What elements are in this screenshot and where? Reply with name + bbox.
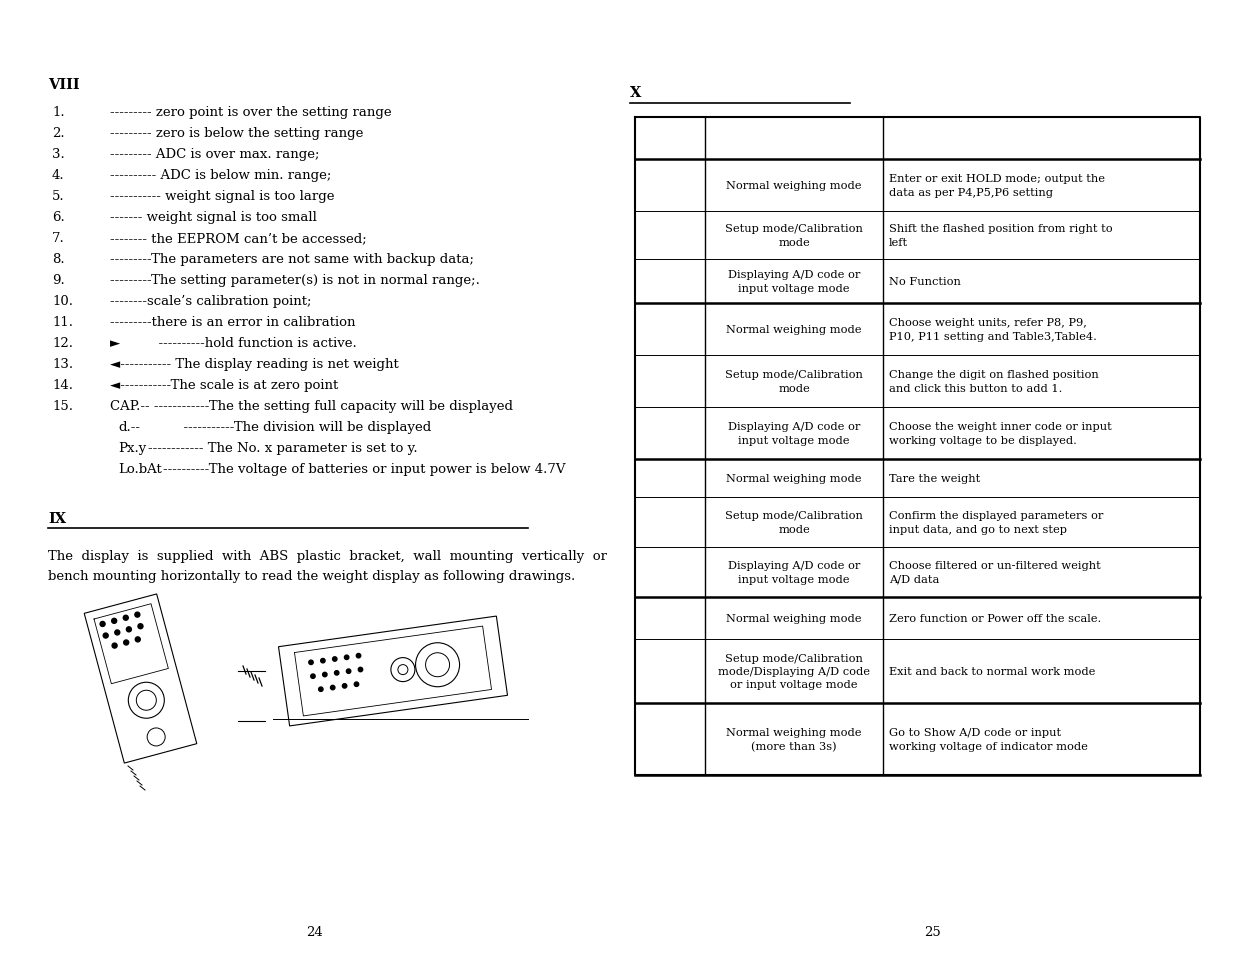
Text: 4.: 4. [52,169,64,182]
Circle shape [346,669,351,674]
Polygon shape [279,617,508,726]
Text: Normal weighing mode: Normal weighing mode [726,474,862,483]
Text: Px.y: Px.y [119,441,146,455]
Circle shape [100,621,105,627]
Text: 13.: 13. [52,357,73,371]
Circle shape [136,638,141,642]
Text: ►         ----------hold function is active.: ► ----------hold function is active. [110,336,357,350]
Text: ----------- weight signal is too large: ----------- weight signal is too large [110,190,335,203]
Text: Normal weighing mode: Normal weighing mode [726,181,862,191]
Text: 11.: 11. [52,315,73,329]
Text: Normal weighing mode: Normal weighing mode [726,325,862,335]
Text: ---------The setting parameter(s) is not in normal range;.: ---------The setting parameter(s) is not… [110,274,480,287]
Text: ------- weight signal is too small: ------- weight signal is too small [110,211,317,224]
Circle shape [124,616,128,620]
Text: Displaying A/D code or
input voltage mode: Displaying A/D code or input voltage mod… [727,422,861,445]
Text: 24: 24 [306,925,324,938]
Text: Enter or exit HOLD mode; output the
data as per P4,P5,P6 setting: Enter or exit HOLD mode; output the data… [889,174,1105,197]
Text: 6.: 6. [52,211,64,224]
Text: Choose the weight inner code or input
working voltage to be displayed.: Choose the weight inner code or input wo… [889,422,1112,445]
Text: ◄----------- The display reading is net weight: ◄----------- The display reading is net … [110,357,399,371]
Text: The  display  is  supplied  with  ABS  plastic  bracket,  wall  mounting  vertic: The display is supplied with ABS plastic… [48,550,606,562]
Text: d.--: d.-- [119,420,140,434]
Circle shape [345,656,348,659]
Text: Displaying A/D code or
input voltage mode: Displaying A/D code or input voltage mod… [727,270,861,294]
Text: ◄-----------The scale is at zero point: ◄-----------The scale is at zero point [110,378,338,392]
Text: Confirm the displayed parameters or
input data, and go to next step: Confirm the displayed parameters or inpu… [889,511,1103,534]
Text: Setup mode/Calibration
mode: Setup mode/Calibration mode [725,370,863,394]
Text: No Function: No Function [889,276,961,287]
Text: Displaying A/D code or
input voltage mode: Displaying A/D code or input voltage mod… [727,560,861,584]
Circle shape [358,668,363,672]
Text: bench mounting horizontally to read the weight display as following drawings.: bench mounting horizontally to read the … [48,569,576,582]
Text: Lo.bAt: Lo.bAt [119,462,162,476]
Text: ----------The voltage of batteries or input power is below 4.7V: ----------The voltage of batteries or in… [163,462,566,476]
Circle shape [138,624,143,629]
Text: --------- zero point is over the setting range: --------- zero point is over the setting… [110,106,391,119]
Circle shape [124,640,128,645]
Circle shape [354,682,358,687]
Circle shape [111,618,116,623]
Text: 8.: 8. [52,253,64,266]
Text: 9.: 9. [52,274,64,287]
Text: --------- ADC is over max. range;: --------- ADC is over max. range; [110,148,320,161]
Circle shape [331,685,335,690]
Text: 1.: 1. [52,106,64,119]
Circle shape [335,671,338,676]
Text: Go to Show A/D code or input
working voltage of indicator mode: Go to Show A/D code or input working vol… [889,728,1088,751]
Text: Choose filtered or un-filtered weight
A/D data: Choose filtered or un-filtered weight A/… [889,560,1100,584]
Circle shape [311,675,315,679]
Circle shape [104,634,109,639]
Text: Setup mode/Calibration
mode: Setup mode/Calibration mode [725,224,863,248]
Text: 12.: 12. [52,336,73,350]
Text: 14.: 14. [52,378,73,392]
Text: 25: 25 [924,925,941,938]
Text: Normal weighing mode: Normal weighing mode [726,614,862,623]
Text: 5.: 5. [52,190,64,203]
Text: Exit and back to normal work mode: Exit and back to normal work mode [889,666,1095,677]
Text: Zero function or Power off the scale.: Zero function or Power off the scale. [889,614,1102,623]
Text: CAP.-- ------------The the setting full capacity will be displayed: CAP.-- ------------The the setting full … [110,399,513,413]
Circle shape [357,654,361,659]
Text: Change the digit on flashed position
and click this button to add 1.: Change the digit on flashed position and… [889,370,1099,394]
Text: X: X [630,86,641,100]
Circle shape [322,673,327,677]
Circle shape [115,630,120,636]
Text: 3.: 3. [52,148,64,161]
Circle shape [342,684,347,688]
Circle shape [126,627,131,632]
Circle shape [319,687,324,692]
Text: ------------ The No. x parameter is set to y.: ------------ The No. x parameter is set … [148,441,417,455]
Text: VIII: VIII [48,78,79,91]
Text: --------scale’s calibration point;: --------scale’s calibration point; [110,294,311,308]
Text: -----------The division will be displayed: -----------The division will be displaye… [158,420,431,434]
Circle shape [332,658,337,661]
Text: Setup mode/Calibration
mode: Setup mode/Calibration mode [725,511,863,534]
Text: Shift the flashed position from right to
left: Shift the flashed position from right to… [889,224,1113,248]
Polygon shape [84,595,196,763]
Text: 7.: 7. [52,232,64,245]
Text: Setup mode/Calibration
mode/Displaying A/D code
or input voltage mode: Setup mode/Calibration mode/Displaying A… [718,653,869,689]
Circle shape [135,613,140,618]
Circle shape [309,660,314,665]
Text: ---------- ADC is below min. range;: ---------- ADC is below min. range; [110,169,331,182]
Text: 10.: 10. [52,294,73,308]
Text: -------- the EEPROM can’t be accessed;: -------- the EEPROM can’t be accessed; [110,232,367,245]
Text: 2.: 2. [52,127,64,140]
Text: ---------The parameters are not same with backup data;: ---------The parameters are not same wit… [110,253,474,266]
Text: Tare the weight: Tare the weight [889,474,981,483]
Text: Choose weight units, refer P8, P9,
P10, P11 setting and Table3,Table4.: Choose weight units, refer P8, P9, P10, … [889,318,1097,341]
Text: IX: IX [48,512,67,525]
Text: ---------there is an error in calibration: ---------there is an error in calibratio… [110,315,356,329]
Text: --------- zero is below the setting range: --------- zero is below the setting rang… [110,127,363,140]
Circle shape [321,659,325,663]
Text: Normal weighing mode
(more than 3s): Normal weighing mode (more than 3s) [726,727,862,751]
Circle shape [112,643,117,648]
Text: 15.: 15. [52,399,73,413]
